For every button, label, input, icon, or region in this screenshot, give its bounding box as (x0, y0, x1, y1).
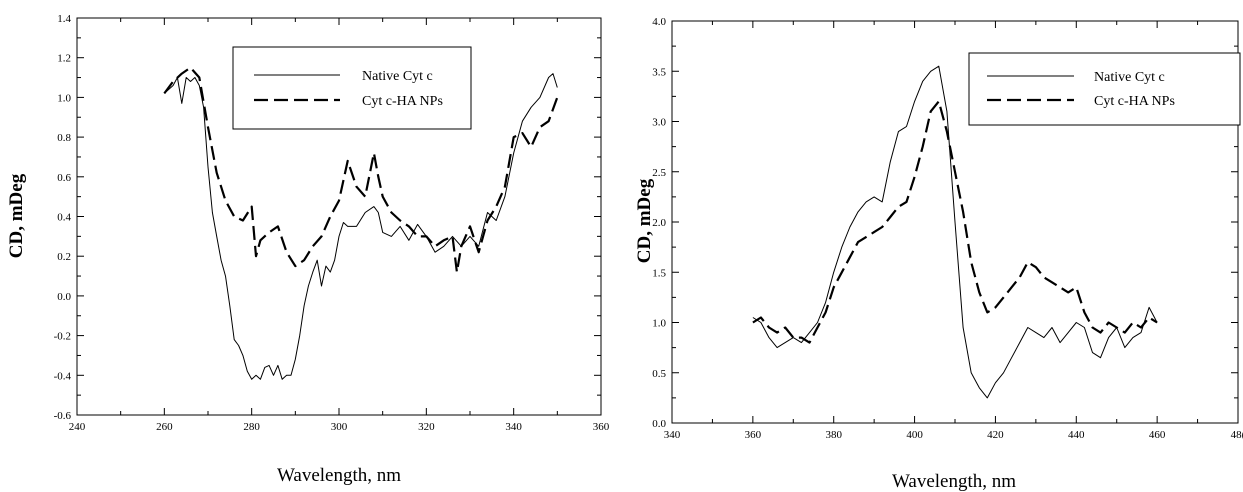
y-tick-label: 1.2 (57, 53, 71, 65)
y-tick-label: 3.5 (652, 66, 666, 78)
y-tick-label: 0.8 (57, 132, 71, 144)
y-tick-label: -0.4 (54, 370, 72, 382)
x-axis-label: Wavelength, nm (277, 465, 401, 486)
series-line-native-cyt-c (752, 65, 1158, 399)
legend: Native Cyt c Cyt c-HA NPs (232, 46, 472, 130)
y-tick-label: -0.2 (54, 331, 71, 343)
x-tick-label: 320 (418, 421, 435, 433)
x-tick-label: 300 (331, 421, 348, 433)
x-tick-label: 380 (825, 429, 842, 441)
y-tick-label: 0.6 (57, 172, 71, 184)
legend-label: Native Cyt c (362, 69, 433, 84)
y-tick-label: -0.6 (54, 410, 72, 422)
x-tick-label: 460 (1149, 429, 1166, 441)
y-tick-label: 0.0 (652, 418, 666, 430)
chart-panel-1: 240 260 280 300 320 340 360 -0.6 -0.4 -0.2 0.0 0.2 0… (6, 13, 610, 486)
x-tick-label: 360 (593, 421, 610, 433)
legend-box (232, 46, 472, 130)
y-tick-label: 0.0 (57, 291, 71, 303)
y-tick-label: 1.0 (652, 318, 666, 330)
x-tick-label: 340 (664, 429, 681, 441)
chart-panel-2: 340 360 380 400 420 440 460 48( 0.0 0.5 1.0 1.5 2.0 2… (634, 16, 1243, 492)
x-tick-label: 440 (1068, 429, 1085, 441)
y-axis-label: CD, mDeg (6, 173, 27, 258)
y-tick-label: 1.5 (652, 267, 666, 279)
y-tick-label: 2.5 (652, 167, 666, 179)
y-tick-label: 0.2 (57, 251, 71, 263)
x-tick-label: 420 (987, 429, 1004, 441)
x-tick-label: 340 (505, 421, 522, 433)
legend-box (968, 52, 1241, 126)
series-line-cyt-c-ha-nps (752, 100, 1158, 344)
series-line-native-cyt-c (163, 73, 558, 380)
x-tick-label: 240 (69, 421, 86, 433)
legend: Native Cyt c Cyt c-HA NPs (968, 52, 1241, 126)
series-line-cyt-c-ha-nps (163, 66, 559, 274)
x-tick-label: 400 (906, 429, 923, 441)
y-tick-label: 3.0 (652, 117, 666, 129)
y-tick-label: 2.0 (652, 217, 666, 229)
x-tick-label: 48( (1231, 429, 1243, 441)
y-tick-label: 4.0 (652, 16, 666, 28)
x-tick-label: 260 (156, 421, 173, 433)
legend-label: Cyt c-HA NPs (1094, 94, 1175, 109)
y-axis-label: CD, mDeg (634, 178, 655, 263)
legend-label: Native Cyt c (1094, 70, 1165, 85)
x-axis-label: Wavelength, nm (892, 471, 1016, 492)
x-tick-label: 280 (243, 421, 260, 433)
y-tick-label: 1.4 (57, 13, 71, 25)
y-tick-label: 0.5 (652, 368, 666, 380)
y-tick-label: 1.0 (57, 92, 71, 104)
x-tick-label: 360 (745, 429, 762, 441)
y-tick-label: 0.4 (57, 212, 71, 224)
legend-label: Cyt c-HA NPs (362, 94, 443, 109)
